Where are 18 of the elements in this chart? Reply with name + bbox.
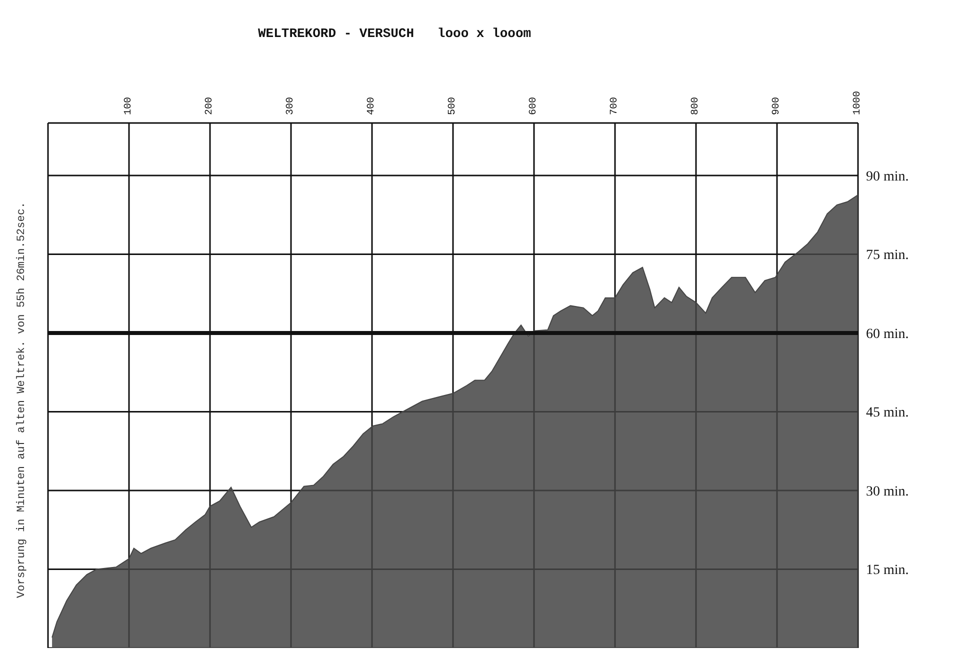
x-tick-label: 200	[204, 96, 216, 115]
y-tick-label: 45 min.	[866, 406, 909, 421]
x-tick-label: 300	[286, 96, 296, 115]
x-tick-label: 100	[124, 96, 134, 115]
y-tick-label: 60 min.	[866, 326, 909, 342]
x-tick-label: 1000	[852, 90, 864, 115]
y-tick-label: 15 min.	[866, 563, 909, 578]
y-tick-label: 75 min.	[866, 248, 909, 264]
y-tick-label: 30 min.	[866, 484, 909, 500]
x-tick-label: 600	[528, 96, 540, 115]
x-tick-label: 800	[690, 96, 702, 115]
x-tick-label: 400	[366, 96, 378, 115]
chart-title: WELTREKORD - VERSUCH looo x looom	[258, 26, 532, 41]
x-tick-label: 500	[448, 96, 458, 115]
x-tick-label: 900	[772, 96, 782, 115]
y-axis-title: Vorsprung in Minuten auf alten Weltrek. von 55h 26min.52sec.	[16, 200, 28, 598]
x-tick-label: 700	[610, 96, 620, 115]
y-tick-label: 90 min.	[866, 169, 909, 184]
